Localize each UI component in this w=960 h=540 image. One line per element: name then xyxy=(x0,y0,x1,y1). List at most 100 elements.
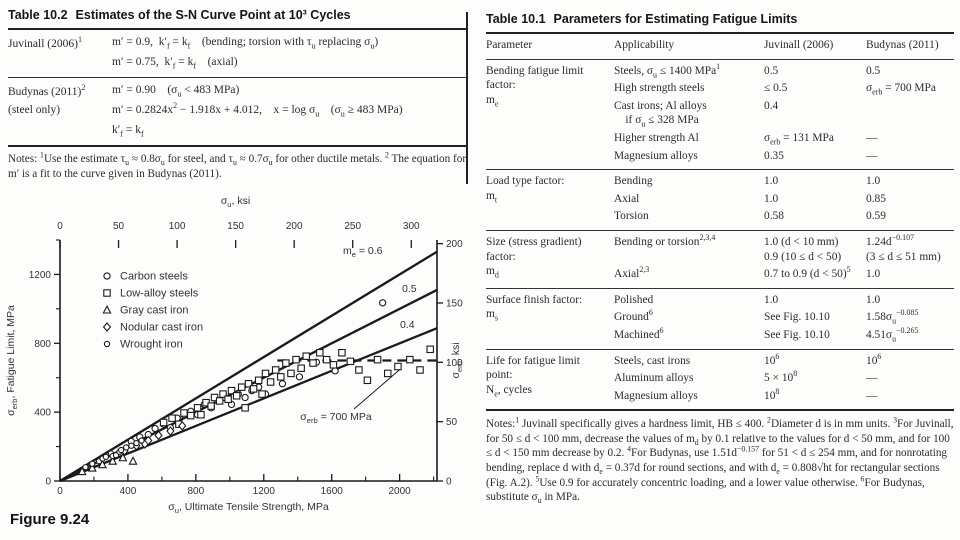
applicability-cell: Ground6 xyxy=(614,308,653,324)
x-tick-label: 1600 xyxy=(321,486,344,497)
table-10-1-body: Parameter Applicability Juvinall (2006) Bud… xyxy=(486,32,954,412)
budynas-cell: — xyxy=(866,389,878,402)
x-tick-label: 1200 xyxy=(253,486,276,497)
column-header: Budynas (2011) xyxy=(866,39,939,51)
parameter-cell: Life for fatigue limit point: Ne, cycles xyxy=(486,354,580,398)
parameter-cell: Size (stress gradient) factor: md xyxy=(486,235,582,280)
data-point-square xyxy=(258,390,266,398)
table-10-2-body: Juvinall (2006)1 m′ = 0.9, k′f = kf (bend… xyxy=(8,28,468,147)
top-tick-label: 300 xyxy=(403,221,420,232)
data-point-square xyxy=(244,379,253,388)
line-label-05: 0.5 xyxy=(402,283,417,295)
budynas-cell xyxy=(866,98,950,130)
juvinall-cell: 5 × 108 xyxy=(764,369,798,385)
data-point-circle xyxy=(241,393,249,402)
top-tick-label: 150 xyxy=(227,221,244,232)
data-point-circle-small xyxy=(133,439,140,447)
data-point-triangle xyxy=(87,463,97,472)
juvinall-cell: See Fig. 10.10 xyxy=(764,311,830,324)
table-section: Bending fatigue limit factor: me Steels, … xyxy=(486,60,954,170)
table-10-2-title-label: Table 10.2 xyxy=(8,8,68,22)
data-point-square xyxy=(266,378,275,386)
data-point-circle xyxy=(331,367,339,375)
top-tick-label: 250 xyxy=(344,221,361,232)
data-point-circle-small xyxy=(123,444,130,451)
data-point-square xyxy=(159,418,168,427)
x-axis-label: σu, Ultimate Tensile Strength, MPa xyxy=(168,501,329,515)
data-point-circle-small xyxy=(103,340,111,348)
data-point-square xyxy=(237,383,246,391)
top-tick-label: 200 xyxy=(286,221,303,232)
data-point-square xyxy=(363,376,372,385)
data-point-square xyxy=(277,373,285,381)
applicability-cell: Torsion xyxy=(614,210,649,223)
top-tick-label: 50 xyxy=(113,221,125,232)
data-point-circle xyxy=(103,272,111,280)
x-tick-label: 0 xyxy=(57,486,63,497)
budynas-cell: 1.0 xyxy=(866,268,881,281)
applicability-cell: Polished xyxy=(614,293,654,306)
table-10-1-title-text: Parameters for Estimating Fatigue Limits xyxy=(553,12,798,26)
juvinall-cell: 108 xyxy=(764,386,780,402)
data-point-triangle xyxy=(128,456,138,465)
data-point-square xyxy=(254,376,263,385)
y-tick-label: 400 xyxy=(34,408,51,419)
applicability-cell: Axial xyxy=(614,192,640,205)
legend-label: Wrought iron xyxy=(120,339,183,351)
applicability-cell: Cast irons; Al alloys if σu ≤ 328 MPa xyxy=(614,99,707,129)
data-point-square xyxy=(302,352,310,360)
right-tick-label: 100 xyxy=(446,358,463,369)
parameter-cell: Surface finish factor: ms xyxy=(486,293,583,323)
data-point-square xyxy=(287,369,295,378)
budynas-cell: 1.0 xyxy=(866,293,881,306)
top-tick-label: 100 xyxy=(169,221,186,232)
budynas-cell: 0.59 xyxy=(866,210,886,223)
table-section: Life for fatigue limit point: Ne, cycles… xyxy=(486,348,954,410)
data-point-circle-small xyxy=(89,460,96,467)
data-point-square xyxy=(282,359,290,367)
applicability-cell: Steels, cast irons xyxy=(614,354,691,367)
budynas-cell: 4.51σu−0.265 xyxy=(866,326,919,344)
table-10-1-notes: Notes:1 Juvinall specifically gives a ha… xyxy=(486,415,954,506)
juvinall-cell: See Fig. 10.10 xyxy=(764,328,830,341)
y-tick-label: 0 xyxy=(45,477,51,488)
data-point-square xyxy=(180,409,188,417)
budynas-cell: 1.0 xyxy=(866,175,881,188)
right-tick-label: 150 xyxy=(446,298,463,309)
formula-line: k′f = kf xyxy=(112,124,144,139)
fatigue-limit-scatter-chart: 0 400 800 1200 1600 2000 0 50 100 150 200 250 300 0 40… xyxy=(0,188,470,524)
data-point-triangle xyxy=(77,466,87,476)
data-point-circle-small xyxy=(82,464,89,471)
x-tick-label: 800 xyxy=(188,486,205,497)
x-tick-label: 2000 xyxy=(389,486,412,497)
data-point-circle xyxy=(379,299,387,307)
data-point-square xyxy=(297,364,305,372)
data-point-triangle xyxy=(97,459,107,469)
table-header-row: Parameter Applicability Juvinall (2006) Bud… xyxy=(486,34,954,60)
table-section: Load type factor: mt Bending 1.0 1.0 Axial 1.… xyxy=(486,169,954,230)
juvinall-cell: σerb = 131 MPa xyxy=(764,131,834,147)
data-point-circle xyxy=(295,373,304,381)
data-point-square xyxy=(309,359,317,367)
row-formulas: m′ = 0.9, k′f = kf (bending; torsion wit… xyxy=(112,33,468,73)
row-formulas: m′ = 0.90 (σu < 483 MPa) m′ = 0.2824x2 − … xyxy=(112,81,468,141)
right-tick-label: 0 xyxy=(446,477,452,488)
data-point-square xyxy=(373,355,382,364)
y-axis-label: σerb, Fatigue Limit, MPa xyxy=(5,305,19,416)
budynas-cell: — xyxy=(866,372,878,385)
juvinall-cell: 106 xyxy=(764,351,780,367)
data-point-square xyxy=(355,366,363,374)
row-source: Juvinall (2006)1 xyxy=(8,35,82,50)
data-point-circle-small xyxy=(138,437,145,444)
data-point-diamond xyxy=(154,430,163,441)
data-point-square xyxy=(416,366,424,374)
budynas-cell: 0.5 xyxy=(866,64,881,77)
data-point-square xyxy=(394,362,402,371)
legend-label: Low-alloy steels xyxy=(120,288,199,300)
table-row: Juvinall (2006)1 m′ = 0.9, k′f = kf (bend… xyxy=(8,30,468,77)
legend-label: Carbon steels xyxy=(120,271,188,283)
data-point-diamond xyxy=(166,426,175,436)
formula-line: m′ = 0.2824x2 − 1.918x + 4.012, x = log … xyxy=(112,101,403,119)
